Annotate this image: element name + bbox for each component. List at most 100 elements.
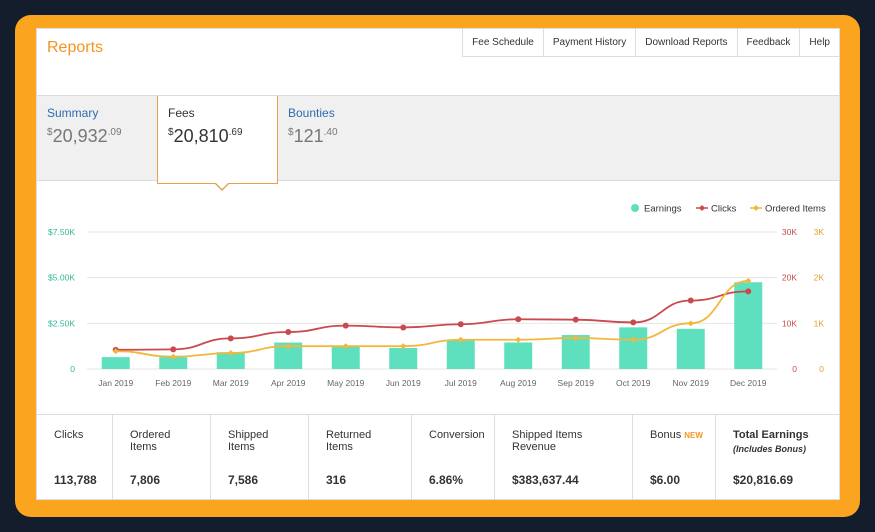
tab-fees[interactable]: Fees $20,810.69 <box>157 96 278 184</box>
x-tick-label: May 2019 <box>327 378 365 388</box>
clicks-point <box>745 288 752 295</box>
report-tabs: Summary $20,932.09 Fees $20,810.69 Bount… <box>37 95 839 184</box>
x-tick-label: Apr 2019 <box>271 378 306 388</box>
x-tick-label: Jan 2019 <box>98 378 133 388</box>
legend-clicks-marker <box>699 205 705 211</box>
stat-conversion: Conversion 6.86% <box>412 415 495 500</box>
clicks-point <box>400 324 407 331</box>
stat-clicks: Clicks 113,788 <box>37 415 113 500</box>
right-tick-label-ordered: 1K <box>814 318 825 328</box>
left-tick-label: 0 <box>70 364 75 374</box>
tab-fees-label: Fees <box>168 106 195 120</box>
stat-label: Bonus NEW <box>650 429 703 441</box>
x-tick-label: Aug 2019 <box>500 378 537 388</box>
earnings-bar <box>101 357 130 369</box>
fee-schedule-link[interactable]: Fee Schedule <box>463 29 544 56</box>
left-tick-label: $2.50K <box>48 318 75 328</box>
earnings-bar <box>446 340 475 369</box>
right-tick-label-ordered: 3K <box>814 227 825 237</box>
x-tick-label: Sep 2019 <box>558 378 595 388</box>
earnings-bar <box>159 357 188 369</box>
tab-bounties-label: Bounties <box>288 106 335 120</box>
clicks-point <box>285 329 292 336</box>
ordered-items-line <box>115 279 749 358</box>
right-tick-label-clicks: 10K <box>782 318 797 328</box>
stat-value: 7,806 <box>130 473 161 487</box>
stat-label: Conversion <box>429 429 485 441</box>
stat-total-earnings: Total Earnings (Includes Bonus) $20,816.… <box>716 415 839 500</box>
legend-clicks-label: Clicks <box>711 204 737 215</box>
right-tick-label-ordered: 0 <box>819 364 824 374</box>
x-tick-label: Feb 2019 <box>155 378 191 388</box>
stat-label: Total Earnings <box>733 429 809 441</box>
ordered-items-point <box>630 336 637 343</box>
earnings-bar <box>734 282 763 369</box>
right-tick-label-ordered: 2K <box>814 273 825 283</box>
legend-ordered-items-label: Ordered Items <box>765 204 826 215</box>
tab-summary-amount: $20,932.09 <box>47 126 122 146</box>
tab-bounties[interactable]: Bounties $121.40 <box>278 96 398 180</box>
page-title: Reports <box>47 39 104 56</box>
download-reports-link[interactable]: Download Reports <box>636 29 738 56</box>
payment-history-link[interactable]: Payment History <box>544 29 637 56</box>
stat-value: 7,586 <box>228 473 259 487</box>
ordered-items-point <box>170 353 177 360</box>
ordered-items-point <box>285 343 292 350</box>
stat-value: 316 <box>326 473 347 487</box>
earnings-bar <box>504 342 533 369</box>
right-tick-label-clicks: 30K <box>782 227 797 237</box>
x-tick-label: Nov 2019 <box>673 378 710 388</box>
legend-earnings-marker <box>631 204 639 212</box>
earnings-bar <box>216 352 245 369</box>
earnings-bar <box>619 327 648 369</box>
left-tick-label: $7.50K <box>48 227 75 237</box>
tab-summary[interactable]: Summary $20,932.09 <box>37 96 157 180</box>
stat-sublabel: (Includes Bonus) <box>733 444 807 454</box>
stat-label: Shipped Items <box>228 429 269 453</box>
stat-value: $20,816.69 <box>733 473 794 487</box>
tab-summary-label: Summary <box>47 106 99 120</box>
clicks-point <box>515 316 522 323</box>
new-badge: NEW <box>684 431 703 440</box>
stat-label: Shipped Items Revenue <box>512 429 583 453</box>
x-tick-label: Oct 2019 <box>616 378 651 388</box>
stat-returned-items: Returned Items 316 <box>309 415 412 500</box>
stat-ordered-items: Ordered Items 7,806 <box>113 415 211 500</box>
right-tick-label-clicks: 20K <box>782 273 797 283</box>
ordered-items-point <box>687 320 694 327</box>
clicks-point <box>170 346 177 353</box>
ordered-items-point <box>745 277 752 284</box>
clicks-point <box>342 322 349 329</box>
ordered-items-point <box>457 336 464 343</box>
earnings-bar <box>331 346 360 369</box>
stat-shipped-revenue: Shipped Items Revenue $383,637.44 <box>495 415 633 500</box>
tab-bounties-amount: $121.40 <box>288 126 338 146</box>
clicks-line <box>115 290 749 351</box>
help-link[interactable]: Help <box>809 37 830 48</box>
reports-panel: Reports Fee Schedule Payment History Dow… <box>36 28 840 500</box>
clicks-point <box>457 321 464 328</box>
clicks-point <box>572 316 579 323</box>
tab-fees-amount: $20,810.69 <box>168 126 243 146</box>
x-tick-label: Jul 2019 <box>445 378 477 388</box>
ordered-items-point <box>400 343 407 350</box>
header-nav: Fee Schedule Payment History Download Re… <box>462 29 839 57</box>
stat-value: $6.00 <box>650 473 681 487</box>
right-tick-label-clicks: 0 <box>792 364 797 374</box>
stat-label: Clicks <box>54 429 84 441</box>
x-tick-label: Mar 2019 <box>213 378 249 388</box>
stat-label: Returned Items <box>326 429 372 453</box>
x-tick-label: Jun 2019 <box>386 378 421 388</box>
earnings-bar <box>389 347 418 369</box>
legend-earnings-label: Earnings <box>644 204 682 215</box>
x-tick-label: Dec 2019 <box>730 378 767 388</box>
clicks-point <box>687 297 694 304</box>
earnings-chart: 0 $2.50K $5.00K $7.50K 0 10K 20K 30K 0 1K 2K 3K Jan … <box>48 204 826 389</box>
left-tick-label: $5.00K <box>48 273 75 283</box>
stat-value: 113,788 <box>54 473 97 487</box>
stat-value: $383,637.44 <box>512 473 579 487</box>
stats-bar: Clicks 113,788 Ordered Items 7,806 Shipp… <box>37 414 839 500</box>
legend-ordered-items-marker <box>753 205 759 211</box>
feedback-link[interactable]: Feedback <box>738 29 801 56</box>
stat-value: 6.86% <box>429 473 464 487</box>
